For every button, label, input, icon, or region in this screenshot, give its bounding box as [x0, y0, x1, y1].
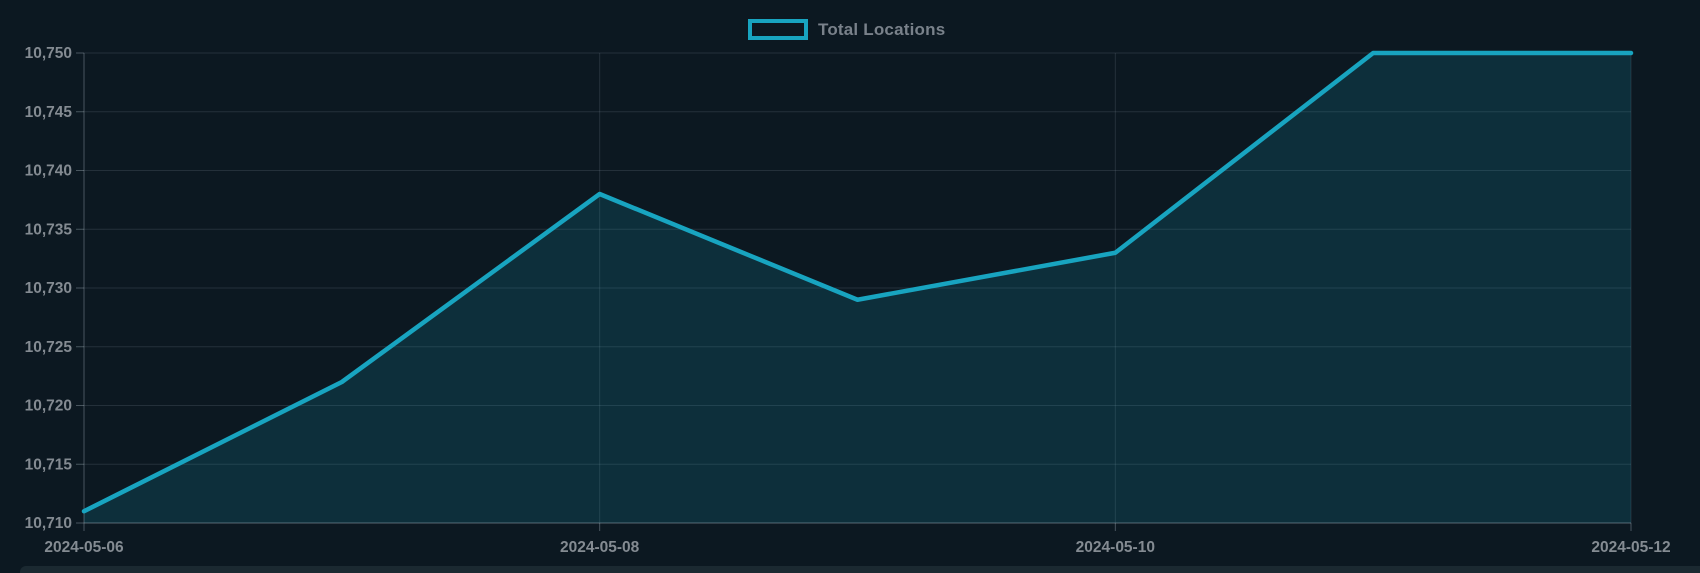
x-tick-label: 2024-05-12: [1591, 539, 1670, 556]
y-tick-label: 10,750: [25, 45, 72, 62]
y-tick-label: 10,725: [25, 339, 73, 356]
series-line-path: [81, 50, 1634, 514]
x-axis-labels: 2024-05-06 2024-05-08 2024-05-10 2024-05-12: [44, 539, 1670, 556]
y-tick-label: 10,740: [25, 163, 72, 180]
y-tick-label: 10,715: [25, 456, 73, 473]
y-tick-label: 10,735: [25, 221, 73, 238]
axis-ticks: [76, 52, 1632, 531]
axis-lines: [83, 53, 1631, 524]
y-axis-labels: 10,710 10,715 10,720 10,725 10,730 10,735 10,7…: [25, 45, 73, 532]
y-tick-label: 10,710: [25, 515, 72, 532]
area-fill: [84, 53, 1631, 523]
next-panel-top-edge: [20, 566, 1700, 573]
grid-lines: [84, 52, 1632, 524]
area-fill-shape: [84, 53, 1631, 523]
y-tick-label: 10,745: [25, 104, 73, 121]
legend-label: Total Locations: [818, 19, 946, 39]
x-tick-label: 2024-05-06: [44, 539, 124, 556]
y-tick-label: 10,720: [25, 398, 72, 415]
y-tick-label: 10,730: [25, 280, 72, 297]
series-line: [81, 50, 1634, 514]
x-tick-label: 2024-05-10: [1076, 539, 1155, 556]
x-tick-label: 2024-05-08: [560, 539, 640, 556]
legend-total-locations[interactable]: Total Locations: [748, 19, 945, 40]
legend-swatch-icon: [748, 19, 808, 40]
